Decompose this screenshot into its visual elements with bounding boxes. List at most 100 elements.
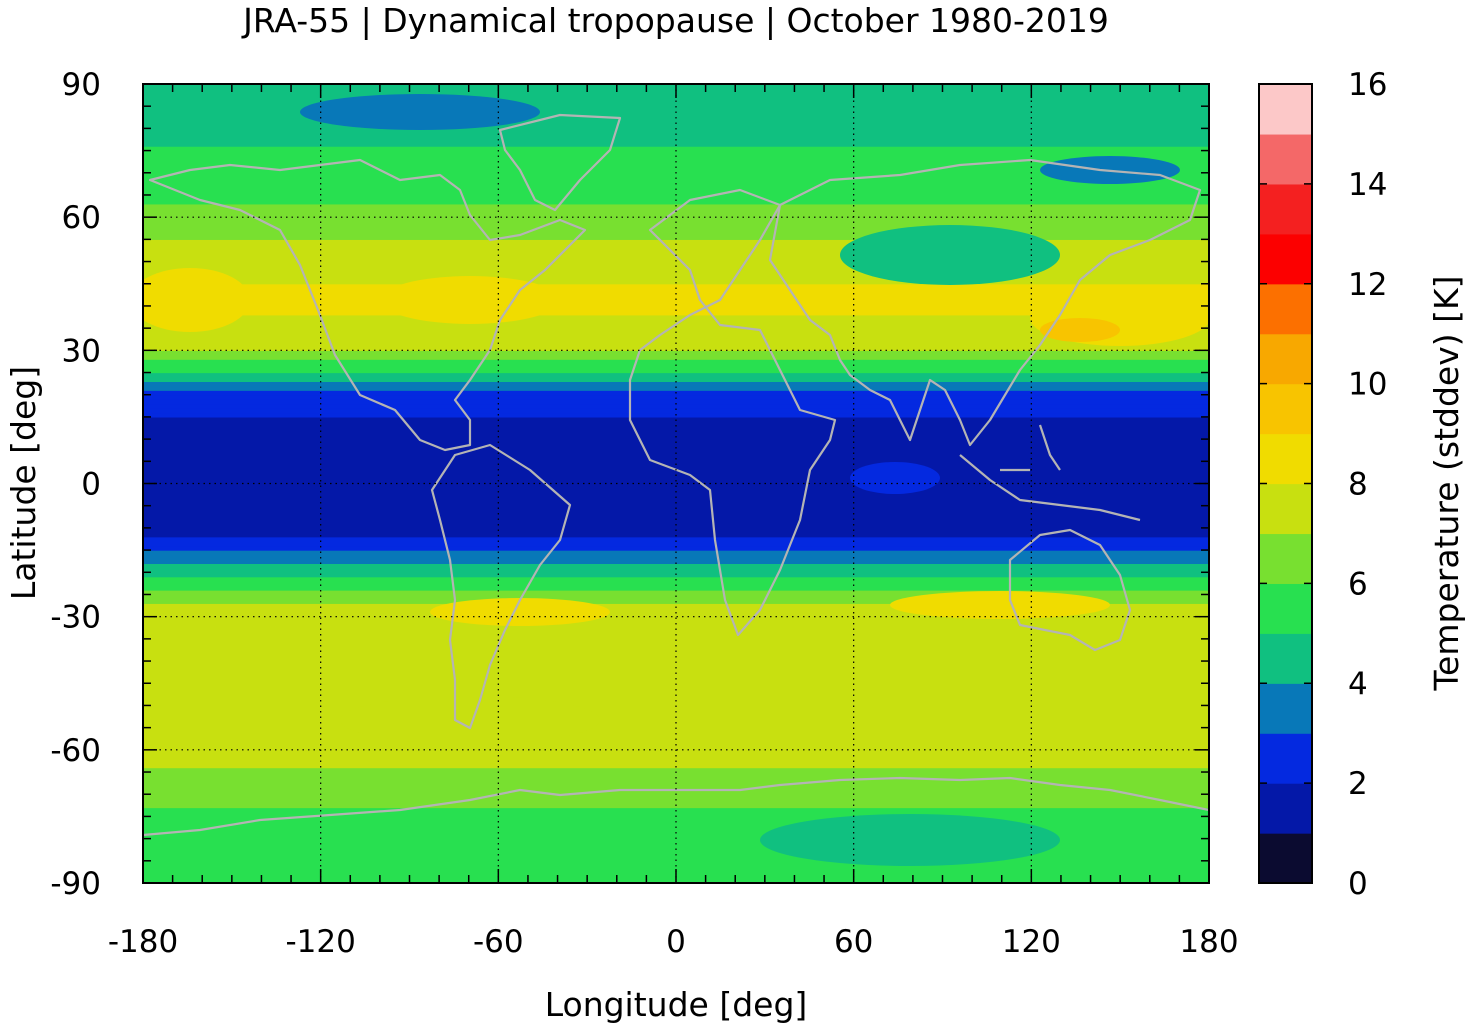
field-band <box>143 816 1209 822</box>
field-band <box>143 97 1209 103</box>
colorbar-segment <box>1259 283 1312 335</box>
field-band <box>143 234 1209 240</box>
field-band <box>143 399 1209 405</box>
colorbar-tick-label: 4 <box>1348 666 1368 702</box>
field-band <box>143 288 1209 294</box>
field-band <box>143 532 1209 538</box>
y-tick-label: 30 <box>62 333 101 369</box>
field-band <box>143 408 1209 414</box>
coastline-greenland <box>498 113 622 212</box>
x-axis-label: Longitude [deg] <box>545 985 808 1024</box>
coastline-maritime-asia <box>959 424 1141 522</box>
coastline-asia <box>768 158 1202 447</box>
field-band <box>143 856 1209 862</box>
anomaly-southern-ocean-max <box>340 696 600 744</box>
field-band <box>143 652 1209 658</box>
coastline-europe-africa <box>628 188 837 637</box>
colorbar-segment <box>1259 433 1312 485</box>
field-band <box>143 106 1209 112</box>
field-band <box>143 567 1209 573</box>
field-band <box>143 110 1209 116</box>
field-band <box>143 394 1209 400</box>
field-band <box>143 811 1209 818</box>
field-band <box>143 194 1209 201</box>
field-band <box>143 661 1209 667</box>
anomaly-arctic-min-1 <box>300 94 540 130</box>
field-band <box>143 146 1209 152</box>
y-tick-label: -90 <box>50 866 101 902</box>
field-band <box>143 696 1209 702</box>
field-band <box>143 558 1209 564</box>
field-band <box>143 381 1209 387</box>
colorbar-tick-label: 14 <box>1348 167 1387 203</box>
field-band <box>143 385 1209 391</box>
field-band <box>143 474 1209 480</box>
field-band <box>143 265 1209 272</box>
field-band <box>143 612 1209 618</box>
field-band <box>143 732 1209 738</box>
anomaly-west-pacific-core <box>1040 318 1120 342</box>
chart-title: JRA-55 | Dynamical tropopause | October … <box>241 1 1109 40</box>
field-band <box>143 354 1209 360</box>
field-band <box>143 292 1209 298</box>
field-band <box>143 629 1209 636</box>
field-band <box>143 479 1209 485</box>
field-band <box>143 514 1209 520</box>
colorbar-segment <box>1259 833 1312 884</box>
field-band <box>143 283 1209 289</box>
field-band <box>143 332 1209 338</box>
field-band <box>143 607 1209 613</box>
field-band <box>143 656 1209 662</box>
field-band <box>143 590 1209 596</box>
field-band <box>143 119 1209 125</box>
field-band <box>143 132 1209 138</box>
field-band <box>143 172 1209 178</box>
field-band <box>143 718 1209 724</box>
field-band <box>143 585 1209 591</box>
colorbar-segment <box>1259 233 1312 285</box>
field-band <box>143 350 1209 356</box>
anomaly-antarctic-min <box>760 814 1060 866</box>
field-band <box>143 820 1209 826</box>
grid-lines <box>143 84 1209 883</box>
anomaly-asia-min <box>840 225 1060 285</box>
field-band <box>143 772 1209 778</box>
field-band <box>143 749 1209 755</box>
field-band <box>143 616 1209 622</box>
field-band <box>143 745 1209 751</box>
field-band <box>143 763 1209 769</box>
y-tick-label: 90 <box>62 67 101 103</box>
field-band <box>143 545 1209 551</box>
y-axis-label: Latitude [deg] <box>4 366 43 600</box>
y-tick-label: -60 <box>50 733 101 769</box>
field-band <box>143 155 1209 161</box>
field-band <box>143 487 1209 493</box>
field-band <box>143 860 1209 866</box>
field-band <box>143 669 1209 675</box>
field-band <box>143 705 1209 711</box>
field-band <box>143 754 1209 760</box>
colorbar-tick-label: 12 <box>1348 267 1387 303</box>
x-tick-label: 120 <box>1002 924 1061 960</box>
field-band <box>143 128 1209 134</box>
plot-area <box>143 84 1209 883</box>
field-band <box>143 212 1209 218</box>
field-band <box>143 767 1209 773</box>
field-band <box>143 261 1209 267</box>
field-band <box>143 723 1209 729</box>
field-band <box>143 257 1209 263</box>
field-band <box>143 328 1209 334</box>
field-band <box>143 141 1209 147</box>
field-band <box>143 305 1209 311</box>
field-band <box>143 221 1209 227</box>
field-band <box>143 403 1209 409</box>
field-band <box>143 838 1209 844</box>
field-band <box>143 794 1209 800</box>
field-band <box>143 496 1209 502</box>
field-band <box>143 279 1209 285</box>
field-band <box>143 776 1209 782</box>
field-band <box>143 310 1209 316</box>
field-band <box>143 465 1209 471</box>
field-band <box>143 727 1209 733</box>
